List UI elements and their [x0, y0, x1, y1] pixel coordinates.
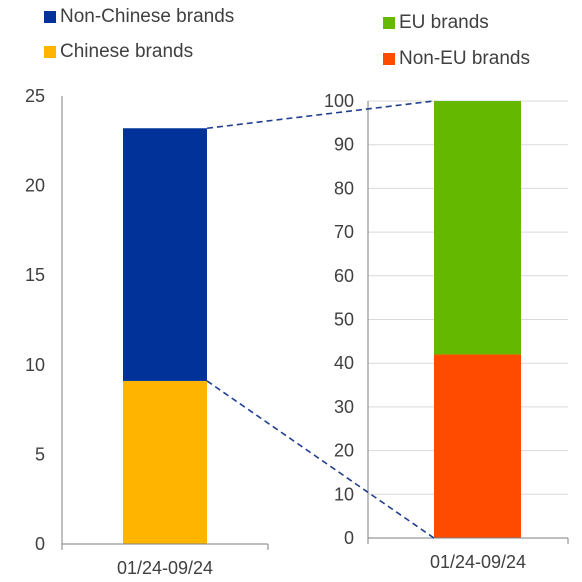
bar-chinese-brands — [123, 380, 207, 544]
y-tick-label: 50 — [334, 310, 354, 330]
bar-non-eu-brands — [434, 354, 521, 538]
x-category-label: 01/24-09/24 — [430, 552, 526, 572]
connector-line-top — [206, 100, 435, 130]
legend-left-item: Chinese brands — [44, 41, 193, 63]
bar-eu-brands — [434, 101, 521, 355]
legend-label: EU brands — [399, 12, 489, 33]
y-tick-label: 10 — [25, 355, 45, 375]
y-tick-label: 100 — [324, 91, 354, 111]
y-tick-label: 40 — [334, 353, 354, 373]
y-tick-label: 10 — [334, 484, 354, 504]
legend-label: Chinese brands — [60, 41, 194, 62]
legend-label: Non-EU brands — [399, 48, 530, 69]
y-tick-label: 5 — [35, 444, 45, 464]
legend-swatch — [44, 11, 56, 23]
legend-swatch — [383, 53, 395, 65]
y-tick-label: 20 — [25, 176, 45, 196]
y-tick-label: 80 — [334, 178, 354, 198]
legend-right-item: EU brands — [383, 12, 489, 34]
y-tick-label: 15 — [25, 265, 45, 285]
legend-label: Non-Chinese brands — [60, 6, 235, 27]
y-tick-label: 30 — [334, 397, 354, 417]
y-tick-label: 25 — [25, 86, 45, 106]
bar-non-chinese-brands — [123, 128, 207, 381]
legend-left-item: Non-Chinese brands — [44, 6, 234, 28]
y-tick-label: 0 — [35, 534, 45, 554]
connector-line-bottom — [206, 380, 435, 539]
y-tick-label: 90 — [334, 135, 354, 155]
x-category-label: 01/24-09/24 — [117, 558, 213, 578]
legend-swatch — [383, 17, 395, 29]
y-tick-label: 0 — [344, 528, 354, 548]
legend-swatch — [44, 46, 56, 58]
y-tick-label: 70 — [334, 222, 354, 242]
y-tick-label: 20 — [334, 441, 354, 461]
legend-right-item: Non-EU brands — [383, 48, 530, 70]
y-tick-label: 60 — [334, 266, 354, 286]
